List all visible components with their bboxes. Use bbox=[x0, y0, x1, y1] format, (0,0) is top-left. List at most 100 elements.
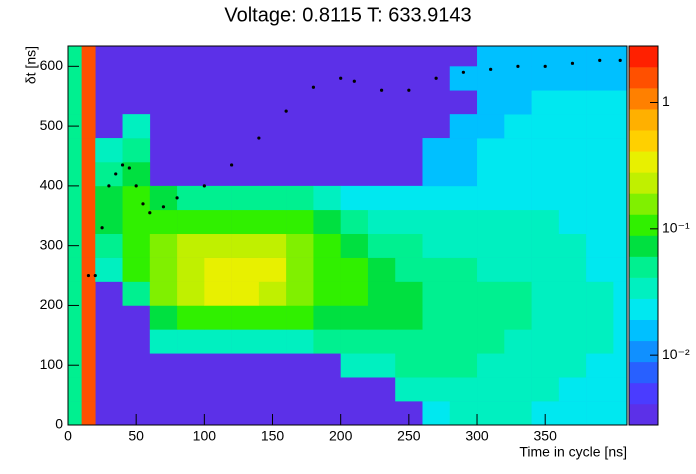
heatmap-cell bbox=[586, 209, 614, 235]
profile-point bbox=[570, 61, 575, 65]
heatmap-cell bbox=[340, 329, 369, 354]
heatmap-cell bbox=[258, 281, 287, 306]
profile-point bbox=[230, 163, 234, 167]
profile-point bbox=[107, 184, 111, 188]
profile-point bbox=[93, 273, 97, 278]
heatmap-cell bbox=[81, 209, 96, 235]
heatmap-cell bbox=[449, 329, 478, 354]
heatmap-cell bbox=[340, 233, 369, 258]
heatmap-cell bbox=[586, 329, 614, 354]
y-axis-label: δt [ns] bbox=[23, 46, 39, 84]
heatmap-cell bbox=[340, 305, 369, 330]
heatmap-cell bbox=[231, 257, 260, 282]
heatmap-cell bbox=[477, 161, 505, 187]
heatmap-cell bbox=[613, 46, 628, 67]
heatmap-cell bbox=[449, 114, 478, 139]
heatmap-cell bbox=[504, 90, 532, 115]
heatmap-cell bbox=[586, 401, 614, 426]
heatmap-cell bbox=[586, 46, 614, 67]
heatmap-cell bbox=[231, 185, 260, 211]
heatmap-cell bbox=[422, 281, 451, 306]
heatmap-cell bbox=[367, 185, 396, 211]
heatmap-cell bbox=[531, 66, 560, 91]
heatmap-cell bbox=[313, 257, 341, 282]
heatmap-cell bbox=[258, 305, 287, 330]
heatmap-cell bbox=[68, 161, 82, 187]
heatmap-cell bbox=[258, 209, 287, 235]
heatmap-cell bbox=[395, 281, 423, 306]
heatmap-cell bbox=[313, 209, 341, 235]
heatmap-cell bbox=[81, 138, 96, 163]
heatmap-cell bbox=[68, 257, 82, 282]
heatmap-cell bbox=[558, 401, 587, 426]
heatmap-cell bbox=[68, 329, 82, 354]
colorbar-swatch bbox=[629, 298, 658, 321]
heatmap-cell bbox=[422, 353, 451, 378]
heatmap-cell bbox=[586, 281, 614, 306]
profile-point bbox=[284, 109, 288, 113]
heatmap-cell bbox=[258, 329, 287, 354]
heatmap-cell bbox=[613, 281, 628, 306]
heatmap-cell bbox=[81, 90, 96, 115]
x-tick-label: 100 bbox=[193, 428, 217, 444]
z-tick-label: 10⁻² bbox=[662, 346, 690, 362]
x-tick-label: 50 bbox=[128, 428, 144, 444]
heatmap-cell bbox=[68, 185, 82, 211]
heatmap-cell bbox=[68, 66, 82, 91]
heatmap-cell bbox=[586, 90, 614, 115]
heatmap-cell bbox=[204, 305, 232, 330]
heatmap-cell bbox=[68, 90, 82, 115]
profile-point bbox=[339, 76, 343, 80]
colorbar-swatch bbox=[629, 172, 658, 194]
heatmap-cell bbox=[177, 329, 205, 354]
heatmap-cell bbox=[95, 233, 123, 258]
heatmap-cell bbox=[449, 185, 478, 211]
heatmap-cell bbox=[177, 209, 205, 235]
plot-frame bbox=[67, 45, 628, 426]
heatmap-cell bbox=[531, 161, 560, 187]
heatmap-cell bbox=[340, 281, 369, 306]
heatmap-cell bbox=[286, 281, 314, 306]
heatmap-cell bbox=[504, 329, 532, 354]
heatmap-cell bbox=[81, 257, 96, 282]
profile-point bbox=[434, 76, 438, 80]
heatmap-cell bbox=[586, 377, 614, 402]
heatmap-cell bbox=[231, 329, 260, 354]
y-tick-label: 100 bbox=[40, 356, 64, 372]
heatmap-cell bbox=[531, 46, 560, 67]
heatmap-cell bbox=[613, 377, 628, 402]
heatmap-cell bbox=[477, 305, 505, 330]
heatmap-cell bbox=[504, 138, 532, 163]
heatmap-cell bbox=[477, 353, 505, 378]
heatmap-cell bbox=[313, 329, 341, 354]
heatmap-cell bbox=[558, 233, 587, 258]
heatmap-cell bbox=[422, 329, 451, 354]
colorbar-swatch bbox=[629, 67, 658, 89]
heatmap-cell bbox=[449, 138, 478, 163]
colorbar-swatch bbox=[629, 88, 658, 110]
chart-title: Voltage: 0.8115 T: 633.9143 bbox=[224, 4, 471, 26]
heatmap-cell bbox=[177, 257, 205, 282]
heatmap-cell bbox=[81, 161, 96, 187]
heatmap-cell bbox=[122, 161, 151, 187]
heatmap-cell bbox=[95, 257, 123, 282]
heatmap-cell bbox=[204, 185, 232, 211]
heatmap-cell bbox=[504, 401, 532, 426]
heatmap-cell bbox=[149, 329, 178, 354]
x-tick-label: 350 bbox=[534, 428, 558, 444]
heatmap-cell bbox=[68, 281, 82, 306]
profile-point bbox=[141, 202, 145, 206]
heatmap-cell bbox=[477, 46, 505, 67]
heatmap-cell bbox=[68, 46, 82, 67]
heatmap-cell bbox=[449, 233, 478, 258]
heatmap-cell bbox=[531, 138, 560, 163]
heatmap-cell bbox=[422, 377, 451, 402]
heatmap-cell bbox=[449, 281, 478, 306]
heatmap-cell bbox=[422, 185, 451, 211]
heatmap-cell bbox=[81, 46, 96, 67]
y-tick-label: 600 bbox=[40, 57, 64, 73]
heatmap-cell bbox=[286, 185, 314, 211]
heatmap-cell bbox=[422, 233, 451, 258]
heatmap-cell bbox=[558, 161, 587, 187]
